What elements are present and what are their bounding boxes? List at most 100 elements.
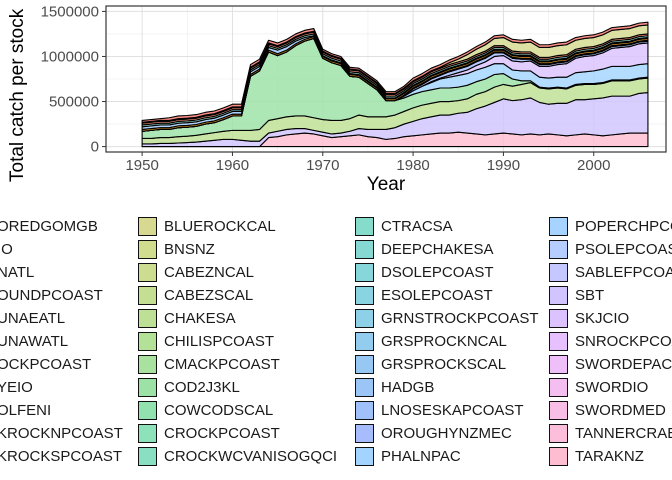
legend-key <box>355 424 374 443</box>
x-tick-label: 1980 <box>396 157 429 174</box>
legend-item-cod2j3kl: COD2J3KL <box>0 376 672 399</box>
legend-item-bockpcoast: OCKPCOAST <box>0 353 672 376</box>
x-tick-label: 1950 <box>125 157 158 174</box>
legend-item-dsolepcoast: DSOLEPCOAST <box>0 261 672 284</box>
legend-label: COD2J3KL <box>164 379 240 396</box>
legend-item-swordmed: SWORDMED <box>0 399 672 422</box>
legend-key <box>138 309 157 328</box>
legend-item-ctracsa: CTRACSA <box>0 215 672 238</box>
axes: 0 500000 1000000 1500000 1950 1960 1970 1980 199… <box>41 3 611 174</box>
legend-label: CTRACSA <box>381 218 453 235</box>
legend-item-swordepac: SWORDEPAC <box>0 353 672 376</box>
x-tick-label: 2000 <box>577 157 610 174</box>
legend-label: YEIO <box>0 379 33 396</box>
legend-key <box>355 217 374 236</box>
legend-label: SWORDEPAC <box>575 356 672 373</box>
legend-label: PHALNPAC <box>381 448 461 465</box>
legend-item-grsprockscal: GRSPROCKSCAL <box>0 353 672 376</box>
legend-key <box>549 401 568 420</box>
legend-label: IO <box>0 241 13 258</box>
legend-label: CABEZSCAL <box>164 287 254 304</box>
x-tick-label: 1970 <box>306 157 339 174</box>
legend-item-byeio: YEIO <box>0 376 672 399</box>
legend-item-bkrocknpcoast: KROCKNPCOAST <box>0 422 672 445</box>
legend-label: CABEZNCAL <box>164 264 255 281</box>
legend-label: SWORDIO <box>575 379 649 396</box>
legend-key <box>549 378 568 397</box>
legend-label: SBT <box>575 287 605 304</box>
legend-key <box>138 447 157 466</box>
legend-key <box>549 286 568 305</box>
legend-item-tannercrab: TANNERCRAB <box>0 422 672 445</box>
legend-item-bunawatl: UNAWATL <box>0 330 672 353</box>
legend-key <box>549 424 568 443</box>
legend-item-grnstrockpcoast: GRNSTROCKPCOAST <box>0 307 672 330</box>
legend-label: ESOLEPCOAST <box>381 287 493 304</box>
legend-key <box>138 378 157 397</box>
legend-label: SKJCIO <box>575 310 630 327</box>
legend-label: OROUGHYNZMEC <box>381 425 512 442</box>
legend-label: CHILISPCOAST <box>164 333 275 350</box>
legend-label: BLUEROCKCAL <box>164 218 276 235</box>
stacked-areas <box>141 21 649 148</box>
legend-key <box>355 286 374 305</box>
legend-item-bio: IO <box>0 238 672 261</box>
legend-item-oroughynzmec: OROUGHYNZMEC <box>0 422 672 445</box>
legend-key <box>549 309 568 328</box>
legend-item-snrockpcoast: SNROCKPCOAST <box>0 330 672 353</box>
legend-item-phalnpac: PHALNPAC <box>0 445 672 468</box>
legend-key <box>549 447 568 466</box>
legend-label: LNOSESKAPCOAST <box>381 402 524 419</box>
legend-key <box>549 332 568 351</box>
legend-label: OREDGOMGB <box>0 218 98 235</box>
legend-item-psolepcoast: PSOLEPCOAST <box>0 238 672 261</box>
legend-key <box>138 286 157 305</box>
legend-item-hadgb: HADGB <box>0 376 672 399</box>
legend-label: CROCKWCVANISOGQCI <box>164 448 338 465</box>
y-axis-label: Total catch per stock <box>7 8 28 182</box>
legend: OREDGOMGB IO NATL OUNDPCOAST UNAEATL UNAWATL O… <box>0 205 672 480</box>
legend-label: CHAKESA <box>164 310 236 327</box>
legend-item-bnsnz: BNSNZ <box>0 238 672 261</box>
legend-key <box>355 332 374 351</box>
legend-label: KROCKNPCOAST <box>0 425 123 442</box>
legend-label: HADGB <box>381 379 435 396</box>
legend-item-bnatl: NATL <box>0 261 672 284</box>
legend-key <box>138 401 157 420</box>
legend-item-cabezncal: CABEZNCAL <box>0 261 672 284</box>
legend-key <box>549 240 568 259</box>
legend-item-chilispcoast: CHILISPCOAST <box>0 330 672 353</box>
legend-key <box>355 240 374 259</box>
legend-key <box>549 355 568 374</box>
x-tick-label: 1960 <box>216 157 249 174</box>
legend-key <box>549 263 568 282</box>
y-tick-label: 1000000 <box>41 48 99 65</box>
legend-label: CMACKPCOAST <box>164 356 280 373</box>
chart: 0 500000 1000000 1500000 1950 1960 1970 1980 199… <box>7 3 667 195</box>
legend-key <box>355 309 374 328</box>
legend-item-crockpcoast: CROCKPCOAST <box>0 422 672 445</box>
legend-key <box>355 401 374 420</box>
legend-item-cabezscal: CABEZSCAL <box>0 284 672 307</box>
legend-item-bunaeatl: UNAEATL <box>0 307 672 330</box>
legend-item-poperchpcoast: POPERCHPCOAST <box>0 215 672 238</box>
legend-label: GRNSTROCKPCOAST <box>381 310 539 327</box>
legend-item-bolfeni: OLFENI <box>0 399 672 422</box>
legend-key <box>549 217 568 236</box>
legend-item-deepchakesa: DEEPCHAKESA <box>0 238 672 261</box>
legend-item-boundpcoast: OUNDPCOAST <box>0 284 672 307</box>
legend-label: GRSPROCKSCAL <box>381 356 507 373</box>
legend-key <box>355 447 374 466</box>
legend-key <box>138 263 157 282</box>
legend-label: UNAEATL <box>0 310 66 327</box>
legend-label: SWORDMED <box>575 402 666 419</box>
legend-item-boredgomgb: OREDGOMGB <box>0 215 672 238</box>
legend-item-taraknz: TARAKNZ <box>0 445 672 468</box>
x-tick-label: 1990 <box>487 157 520 174</box>
legend-item-chakesa: CHAKESA <box>0 307 672 330</box>
legend-label: BNSNZ <box>164 241 215 258</box>
legend-label: NATL <box>0 264 35 281</box>
plot-border <box>105 5 667 153</box>
legend-key <box>355 263 374 282</box>
x-axis-label: Year <box>367 174 406 195</box>
